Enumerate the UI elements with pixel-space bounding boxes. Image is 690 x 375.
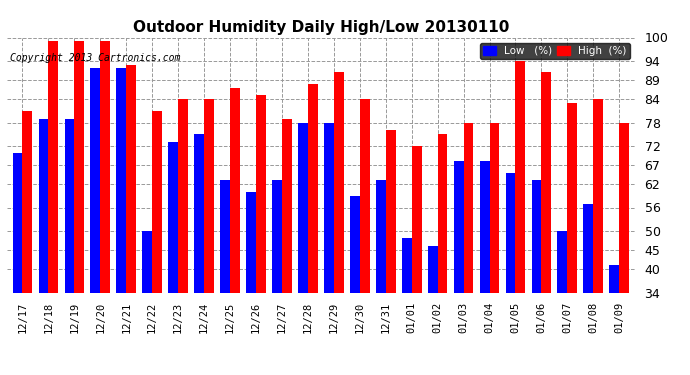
Bar — [531, 180, 542, 375]
Bar — [567, 103, 578, 375]
Bar — [464, 123, 473, 375]
Bar — [506, 173, 515, 375]
Bar — [48, 41, 58, 375]
Bar — [194, 134, 204, 375]
Bar — [584, 204, 593, 375]
Bar — [428, 246, 437, 375]
Bar — [142, 231, 152, 375]
Bar — [23, 111, 32, 375]
Bar — [272, 180, 282, 375]
Bar — [386, 130, 395, 375]
Legend: Low   (%), High  (%): Low (%), High (%) — [480, 43, 629, 59]
Bar — [412, 146, 422, 375]
Bar — [298, 123, 308, 375]
Bar — [619, 123, 629, 375]
Bar — [376, 180, 386, 375]
Bar — [558, 231, 567, 375]
Bar — [480, 161, 489, 375]
Bar — [515, 61, 525, 375]
Bar — [350, 196, 359, 375]
Bar — [256, 96, 266, 375]
Bar — [593, 99, 603, 375]
Bar — [75, 41, 84, 375]
Bar — [282, 118, 292, 375]
Bar — [437, 134, 448, 375]
Bar — [126, 64, 136, 375]
Bar — [489, 123, 500, 375]
Bar — [542, 72, 551, 375]
Bar — [204, 99, 214, 375]
Bar — [64, 118, 75, 375]
Bar — [90, 68, 100, 375]
Bar — [334, 72, 344, 375]
Bar — [39, 118, 48, 375]
Bar — [178, 99, 188, 375]
Bar — [402, 238, 412, 375]
Bar — [246, 192, 256, 375]
Bar — [609, 266, 619, 375]
Bar — [230, 88, 240, 375]
Bar — [12, 153, 23, 375]
Bar — [454, 161, 464, 375]
Bar — [308, 84, 317, 375]
Bar — [220, 180, 230, 375]
Text: Copyright 2013 Cartronics.com: Copyright 2013 Cartronics.com — [10, 53, 180, 63]
Bar — [359, 99, 370, 375]
Bar — [100, 41, 110, 375]
Bar — [117, 68, 126, 375]
Bar — [168, 142, 178, 375]
Bar — [324, 123, 334, 375]
Title: Outdoor Humidity Daily High/Low 20130110: Outdoor Humidity Daily High/Low 20130110 — [132, 20, 509, 35]
Bar — [152, 111, 162, 375]
